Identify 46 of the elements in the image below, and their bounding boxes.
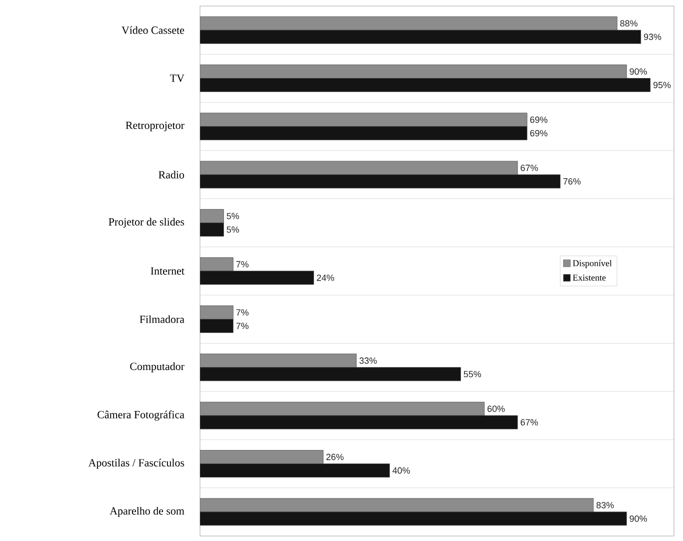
y-tick-label: Filmadora [140, 315, 184, 324]
data-label: 33% [359, 357, 377, 364]
data-label: 95% [653, 82, 671, 88]
y-tick-label: Aparelho de som [110, 506, 184, 517]
data-label: 69% [530, 116, 548, 123]
data-label: 5% [226, 226, 240, 233]
data-label: 5% [226, 212, 240, 220]
y-tick-label: Câmera Fotográfica [98, 410, 184, 421]
data-label: 90% [630, 68, 647, 75]
data-label: 76% [563, 178, 581, 185]
bar [200, 318, 234, 333]
y-tick-label: Computador [130, 362, 184, 372]
data-label: 26% [326, 454, 344, 460]
data-label: 7% [236, 261, 249, 268]
legend-label: Existente [572, 274, 606, 281]
bar [200, 367, 461, 382]
y-tick-label: Internet [150, 267, 184, 275]
bar [200, 30, 642, 44]
bar [200, 78, 651, 92]
y-tick-label: TV [170, 74, 184, 82]
y-tick-label: Vídeo Cassete [122, 26, 184, 34]
data-label: 88% [620, 20, 638, 27]
data-label: 90% [630, 515, 647, 522]
data-label: 40% [392, 467, 410, 474]
data-label: 55% [464, 370, 482, 378]
bar [200, 512, 627, 526]
data-label: 7% [236, 309, 249, 316]
data-label: 69% [530, 130, 548, 136]
y-tick-label: Projetor de slides [108, 218, 184, 228]
bar [200, 415, 518, 430]
bar [200, 126, 528, 140]
data-label: 93% [644, 34, 662, 40]
y-tick-label: Radio [158, 170, 184, 178]
data-label: 67% [520, 419, 538, 426]
y-tick-label: Retroprojetor [126, 122, 184, 132]
legend-label: Disponível [572, 260, 612, 268]
y-tick-label: Apostilas / Fascículos [88, 458, 184, 469]
bar [200, 464, 390, 478]
data-label: 60% [488, 406, 505, 412]
data-label: 67% [520, 164, 538, 172]
bar [200, 222, 224, 237]
data-label: 83% [596, 502, 614, 508]
bar [200, 270, 314, 285]
data-label: 24% [316, 274, 334, 281]
data-label: 7% [236, 322, 249, 330]
bar [200, 174, 560, 188]
